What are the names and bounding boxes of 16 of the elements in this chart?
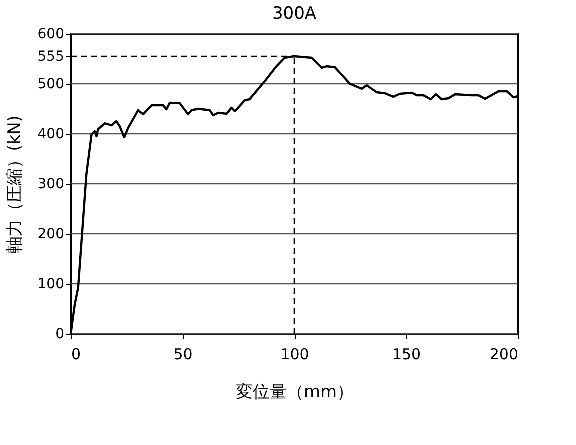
x-tick-label: 200 [490, 346, 518, 364]
y-tick-label: 0 [56, 326, 64, 342]
y-tick-label: 300 [38, 176, 64, 192]
x-tick-label: 150 [392, 346, 422, 364]
y-tick-label: 200 [38, 226, 64, 242]
chart-title: 300A [272, 4, 317, 24]
y-tick-label: 555 [38, 49, 64, 65]
y-axis-title: 軸力（圧縮）(kN) [4, 116, 25, 254]
y-tick-label: 400 [38, 126, 64, 142]
y-tick-label: 600 [38, 26, 64, 42]
x-tick-label: 0 [72, 346, 82, 364]
y-tick-label: 100 [38, 276, 64, 292]
y-tick-label: 500 [38, 76, 64, 92]
x-tick-label: 100 [280, 346, 310, 364]
x-axis-title: 変位量（mm） [236, 382, 354, 402]
x-tick-label: 50 [174, 346, 193, 364]
